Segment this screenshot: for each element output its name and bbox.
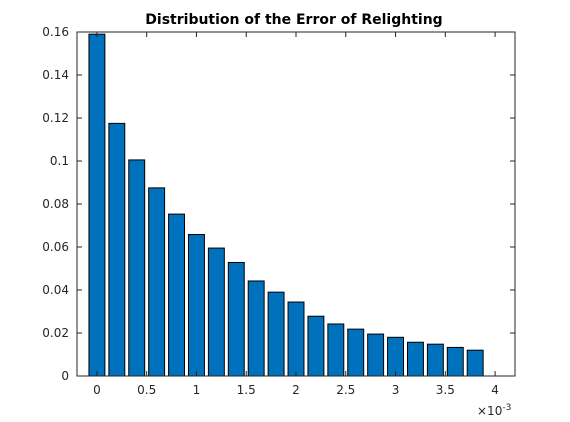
- y-tick-label-2: 0.04: [42, 283, 69, 297]
- x-tick-label-1: 0.5: [137, 383, 156, 397]
- bar-4: [168, 213, 186, 377]
- x-tick-label-6: 3: [392, 383, 400, 397]
- bar-0: [88, 33, 106, 377]
- y-tick-label-7: 0.14: [42, 68, 69, 82]
- bar-15: [387, 336, 405, 377]
- x-axis-exponent: ×10-3: [477, 403, 511, 418]
- bar-13: [347, 328, 365, 377]
- bar-18: [446, 346, 464, 377]
- bar-9: [267, 291, 285, 377]
- y-tick-label-3: 0.06: [42, 240, 69, 254]
- bar-8: [247, 280, 265, 377]
- x-tick-label-0: 0: [93, 383, 101, 397]
- x-axis-exponent-base: ×10: [477, 404, 502, 418]
- y-tick-label-4: 0.08: [42, 197, 69, 211]
- x-tick-label-8: 4: [491, 383, 499, 397]
- bar-14: [367, 333, 385, 377]
- bar-7: [227, 261, 245, 377]
- bars-group: [88, 33, 484, 377]
- x-tick-label-2: 1: [193, 383, 201, 397]
- bar-16: [406, 341, 424, 377]
- bar-10: [287, 301, 305, 377]
- x-tick-label-4: 2: [292, 383, 300, 397]
- bar-6: [207, 247, 225, 377]
- y-axis-ticks: 0 0.02 0.04 0.06 0.08 0.1 0.12 0.14 0.16: [42, 25, 515, 383]
- bar-17: [426, 343, 444, 377]
- bar-19: [466, 349, 484, 377]
- y-tick-label-1: 0.02: [42, 326, 69, 340]
- bar-5: [187, 234, 205, 377]
- bar-12: [327, 323, 345, 377]
- bar-2: [128, 159, 146, 377]
- y-tick-label-0: 0: [61, 369, 69, 383]
- x-tick-label-7: 3.5: [436, 383, 455, 397]
- bar-1: [108, 122, 126, 377]
- y-tick-label-5: 0.1: [50, 154, 69, 168]
- x-axis-ticks: 0 0.5 1 1.5 2 2.5 3 3.5 4: [93, 32, 499, 397]
- bar-11: [307, 315, 325, 377]
- bar-3: [148, 187, 166, 377]
- x-tick-label-5: 2.5: [336, 383, 355, 397]
- x-tick-label-3: 1.5: [237, 383, 256, 397]
- y-tick-label-6: 0.12: [42, 111, 69, 125]
- chart-title: Distribution of the Error of Relighting: [145, 12, 442, 28]
- x-axis-exponent-power: -3: [502, 403, 511, 413]
- y-tick-label-8: 0.16: [42, 25, 69, 39]
